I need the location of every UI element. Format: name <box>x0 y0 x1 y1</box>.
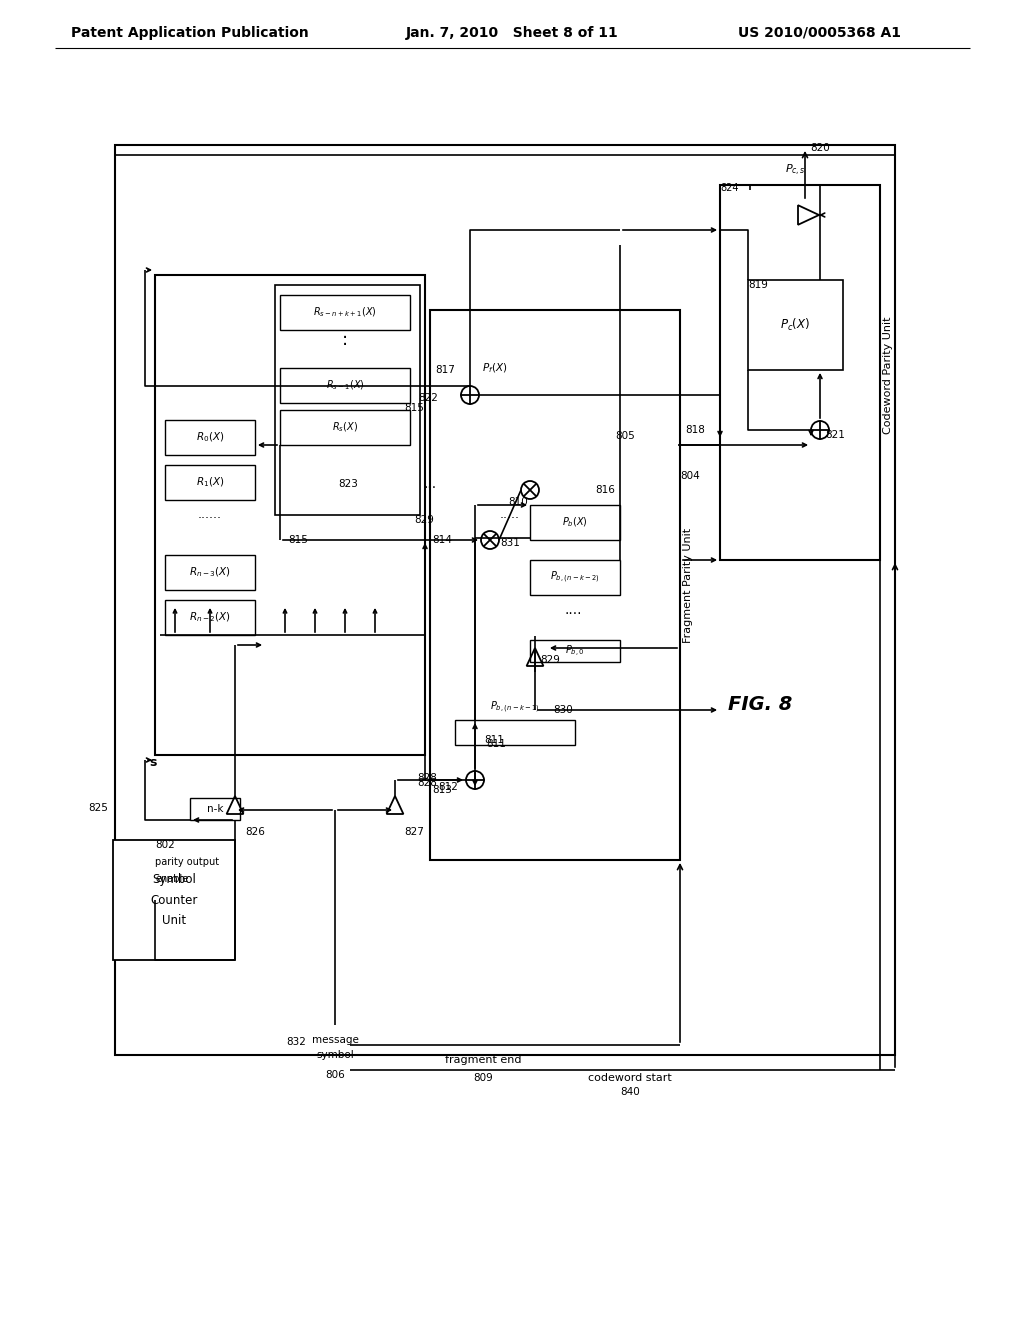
Bar <box>165 420 255 455</box>
Text: 820: 820 <box>810 143 829 153</box>
Bar <box>275 285 420 515</box>
Text: codeword start: codeword start <box>588 1073 672 1082</box>
Text: 802: 802 <box>155 840 175 850</box>
Text: 818: 818 <box>685 425 705 436</box>
Text: $P_b(X)$: $P_b(X)$ <box>562 516 588 529</box>
Bar <box>155 275 425 755</box>
Text: 824: 824 <box>720 183 738 193</box>
Text: 825: 825 <box>88 803 108 813</box>
Text: ....: .... <box>564 603 582 616</box>
Bar <box>430 310 680 861</box>
Text: $P_{b,0}$: $P_{b,0}$ <box>565 643 585 659</box>
Text: Unit: Unit <box>162 913 186 927</box>
Text: 813: 813 <box>432 785 452 795</box>
Text: 815: 815 <box>288 535 308 545</box>
Text: FIG. 8: FIG. 8 <box>728 696 793 714</box>
Text: n-k: n-k <box>207 804 223 814</box>
Text: :: : <box>342 331 348 348</box>
Text: Fragment Parity Unit: Fragment Parity Unit <box>683 528 693 643</box>
Text: s: s <box>150 756 157 770</box>
Text: $P_c(X)$: $P_c(X)$ <box>780 317 810 333</box>
Bar <box>190 799 240 820</box>
Text: $P_{b,(n-k-2)}$: $P_{b,(n-k-2)}$ <box>550 570 600 585</box>
Text: 829: 829 <box>540 655 560 665</box>
Text: 832: 832 <box>286 1038 306 1047</box>
Text: 821: 821 <box>825 430 845 440</box>
Bar <box>280 411 410 445</box>
Text: fragment end: fragment end <box>444 1055 521 1065</box>
Text: $R_{s-1}(X)$: $R_{s-1}(X)$ <box>326 379 365 392</box>
Text: $P_{b,(n-k-1)}$: $P_{b,(n-k-1)}$ <box>490 700 540 714</box>
Text: 806: 806 <box>326 1071 345 1080</box>
Bar <box>165 554 255 590</box>
Bar <box>530 506 620 540</box>
Text: 805: 805 <box>615 432 635 441</box>
Text: $R_{n-3}(X)$: $R_{n-3}(X)$ <box>189 566 231 579</box>
Text: message: message <box>311 1035 358 1045</box>
Text: enable: enable <box>155 874 188 884</box>
Text: 828: 828 <box>417 774 437 783</box>
Text: $R_1(X)$: $R_1(X)$ <box>196 475 224 490</box>
Bar <box>530 640 620 663</box>
Bar <box>455 719 575 744</box>
Text: 840: 840 <box>621 1086 640 1097</box>
Text: 827: 827 <box>404 828 424 837</box>
Text: 810: 810 <box>508 498 528 507</box>
Text: 816: 816 <box>595 484 614 495</box>
Text: 815: 815 <box>404 403 424 413</box>
Bar <box>280 368 410 403</box>
Text: 826: 826 <box>245 828 265 837</box>
Bar <box>530 560 620 595</box>
Text: Symbol: Symbol <box>152 874 196 887</box>
Text: 831: 831 <box>500 539 520 548</box>
Text: $P_{c,s}$: $P_{c,s}$ <box>784 162 806 178</box>
Text: 814: 814 <box>432 535 452 545</box>
Text: symbol: symbol <box>316 1049 354 1060</box>
Text: ...: ... <box>424 477 436 491</box>
Text: $R_{s-n+k+1}(X)$: $R_{s-n+k+1}(X)$ <box>313 306 377 319</box>
Text: 822: 822 <box>418 393 438 403</box>
Text: Codeword Parity Unit: Codeword Parity Unit <box>883 317 893 434</box>
Text: Jan. 7, 2010   Sheet 8 of 11: Jan. 7, 2010 Sheet 8 of 11 <box>406 26 618 40</box>
Text: 829: 829 <box>414 515 434 525</box>
Text: 819: 819 <box>748 280 768 290</box>
Text: 804: 804 <box>680 471 699 480</box>
Bar <box>165 465 255 500</box>
Bar <box>113 840 234 960</box>
Text: .....: ..... <box>500 508 520 521</box>
Bar <box>115 145 895 1055</box>
Text: $P_f(X)$: $P_f(X)$ <box>482 362 507 375</box>
Bar <box>748 280 843 370</box>
Text: 817: 817 <box>435 366 455 375</box>
Text: Patent Application Publication: Patent Application Publication <box>71 26 309 40</box>
Text: 809: 809 <box>473 1073 493 1082</box>
Text: 828: 828 <box>417 777 437 788</box>
Text: 823: 823 <box>338 479 358 488</box>
Text: 811: 811 <box>484 735 504 744</box>
Text: $R_s(X)$: $R_s(X)$ <box>332 421 358 434</box>
Text: 812: 812 <box>438 781 458 792</box>
Text: Counter: Counter <box>151 894 198 907</box>
Text: 811: 811 <box>486 739 506 748</box>
Text: 830: 830 <box>553 705 572 715</box>
Bar <box>280 294 410 330</box>
Text: $R_{n-2}(X)$: $R_{n-2}(X)$ <box>189 611 231 624</box>
Text: $R_0(X)$: $R_0(X)$ <box>196 430 224 445</box>
Text: parity output: parity output <box>155 857 219 867</box>
Text: US 2010/0005368 A1: US 2010/0005368 A1 <box>738 26 901 40</box>
Bar <box>165 601 255 635</box>
Bar <box>720 185 880 560</box>
Text: ......: ...... <box>198 508 222 521</box>
